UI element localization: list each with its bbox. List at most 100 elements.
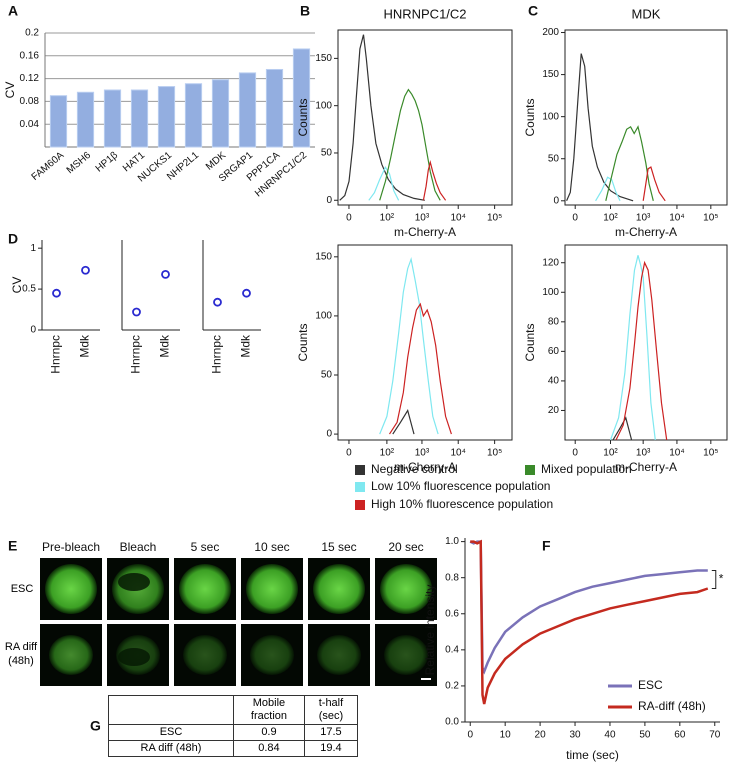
x-tick-label: 60 — [674, 730, 686, 741]
x-tick-label: Mdk — [239, 334, 253, 358]
y-tick-label: 100 — [315, 100, 332, 111]
x-tick-label: 10⁴ — [451, 213, 466, 224]
panel-label: B — [300, 3, 310, 19]
x-tick-label: 10³ — [415, 213, 430, 224]
x-axis-label: m-Cherry-A — [394, 225, 456, 239]
table-header: t-half (sec) — [303, 695, 359, 725]
y-tick-label: 150 — [542, 69, 559, 80]
series-line — [605, 125, 654, 201]
x-axis-label: m-Cherry-A — [394, 460, 456, 474]
bar — [76, 91, 95, 148]
legend-label: High 10% fluorescence population — [371, 497, 553, 511]
series-line — [609, 255, 656, 441]
plot-frame — [564, 29, 728, 206]
cell — [384, 635, 428, 675]
column-label: Bleach — [120, 540, 157, 554]
x-tick-label: 0 — [467, 730, 473, 741]
x-tick-label: 10² — [380, 448, 395, 459]
x-tick-label: Hnrnpc — [210, 335, 224, 374]
y-axis-label: CV — [3, 82, 17, 99]
cell — [45, 564, 97, 614]
y-tick-label: 0.4 — [445, 644, 459, 655]
y-tick-label: 150 — [315, 53, 332, 64]
bar — [103, 89, 122, 148]
y-axis-label: Counts — [523, 98, 537, 136]
cell — [250, 635, 294, 675]
x-tick-label: 20 — [535, 730, 547, 741]
panel-label: D — [8, 231, 18, 247]
column-label: 5 sec — [191, 540, 220, 554]
panel-label: C — [528, 3, 538, 19]
y-tick-label: 0.6 — [445, 608, 459, 619]
table-cell: 0.84 — [233, 740, 305, 757]
legend-swatch — [355, 500, 365, 510]
series-line — [368, 165, 400, 201]
x-tick-label: 10³ — [636, 448, 651, 459]
point — [132, 307, 141, 317]
point — [161, 269, 170, 279]
y-tick-label: 20 — [548, 405, 560, 416]
x-tick-label: 10⁵ — [703, 213, 718, 224]
table-cell: ESC — [108, 724, 234, 741]
x-tick-label: 10⁴ — [669, 448, 684, 459]
x-tick-label: 10² — [380, 213, 395, 224]
x-tick-label: 10 — [500, 730, 512, 741]
x-axis-label: time (sec) — [566, 748, 619, 762]
x-tick-label: 0 — [572, 213, 578, 224]
x-tick-label: 0 — [346, 448, 352, 459]
bleach-spot — [118, 648, 150, 666]
cell — [179, 564, 231, 614]
series-line — [388, 302, 452, 435]
series-line — [392, 408, 415, 435]
plot-frame — [337, 244, 513, 441]
panel-label: G — [90, 718, 101, 734]
column-label: 10 sec — [254, 540, 289, 554]
x-tick-label: 10² — [603, 448, 618, 459]
x-tick-label: 30 — [569, 730, 581, 741]
bar — [184, 83, 203, 148]
cell — [49, 635, 93, 675]
annotation: * — [719, 572, 724, 586]
series-line — [339, 34, 425, 201]
x-tick-label: 10⁴ — [451, 448, 466, 459]
y-tick-label: 100 — [315, 311, 332, 322]
point — [213, 297, 222, 307]
series-line — [469, 540, 708, 675]
cell — [317, 635, 361, 675]
table-cell: 19.4 — [303, 740, 359, 757]
y-tick-label: 100 — [542, 287, 559, 298]
series-line — [642, 166, 666, 202]
table-cell — [108, 695, 234, 725]
x-tick-label: 50 — [639, 730, 651, 741]
y-axis-label: CV — [10, 277, 24, 294]
column-label: 20 sec — [388, 540, 423, 554]
point — [242, 288, 251, 298]
bracket — [711, 569, 717, 590]
row-label: ESC — [10, 583, 34, 595]
results-table: Mobile fraction t-half (sec) ESC 0.9 17.… — [108, 695, 359, 757]
plot-frame — [564, 244, 728, 441]
y-tick-label: 0.2 — [445, 681, 459, 692]
bar — [292, 48, 311, 148]
point — [52, 288, 61, 298]
panel-label: F — [542, 538, 551, 554]
x-tick-label: 0 — [572, 448, 578, 459]
y-tick-label: 0.12 — [20, 73, 40, 84]
x-tick-label: HP1β — [94, 150, 121, 175]
bar — [238, 72, 257, 148]
y-tick-label: 60 — [548, 346, 560, 357]
y-tick-label: 0.08 — [20, 96, 40, 107]
x-tick-label: 0 — [346, 213, 352, 224]
plot-frame — [337, 29, 513, 206]
panel-label: E — [8, 538, 17, 554]
bar — [265, 68, 284, 148]
chart-title: MDK — [632, 6, 661, 21]
y-tick-label: 1.0 — [445, 536, 459, 547]
x-tick-label: 10⁴ — [669, 213, 684, 224]
y-axis-label: Counts — [523, 323, 537, 361]
x-axis-label: m-Cherry-A — [615, 225, 677, 239]
legend-label: RA-diff (48h) — [638, 699, 706, 713]
flow-legend: Negative control Mixed population Low 10… — [355, 462, 632, 511]
